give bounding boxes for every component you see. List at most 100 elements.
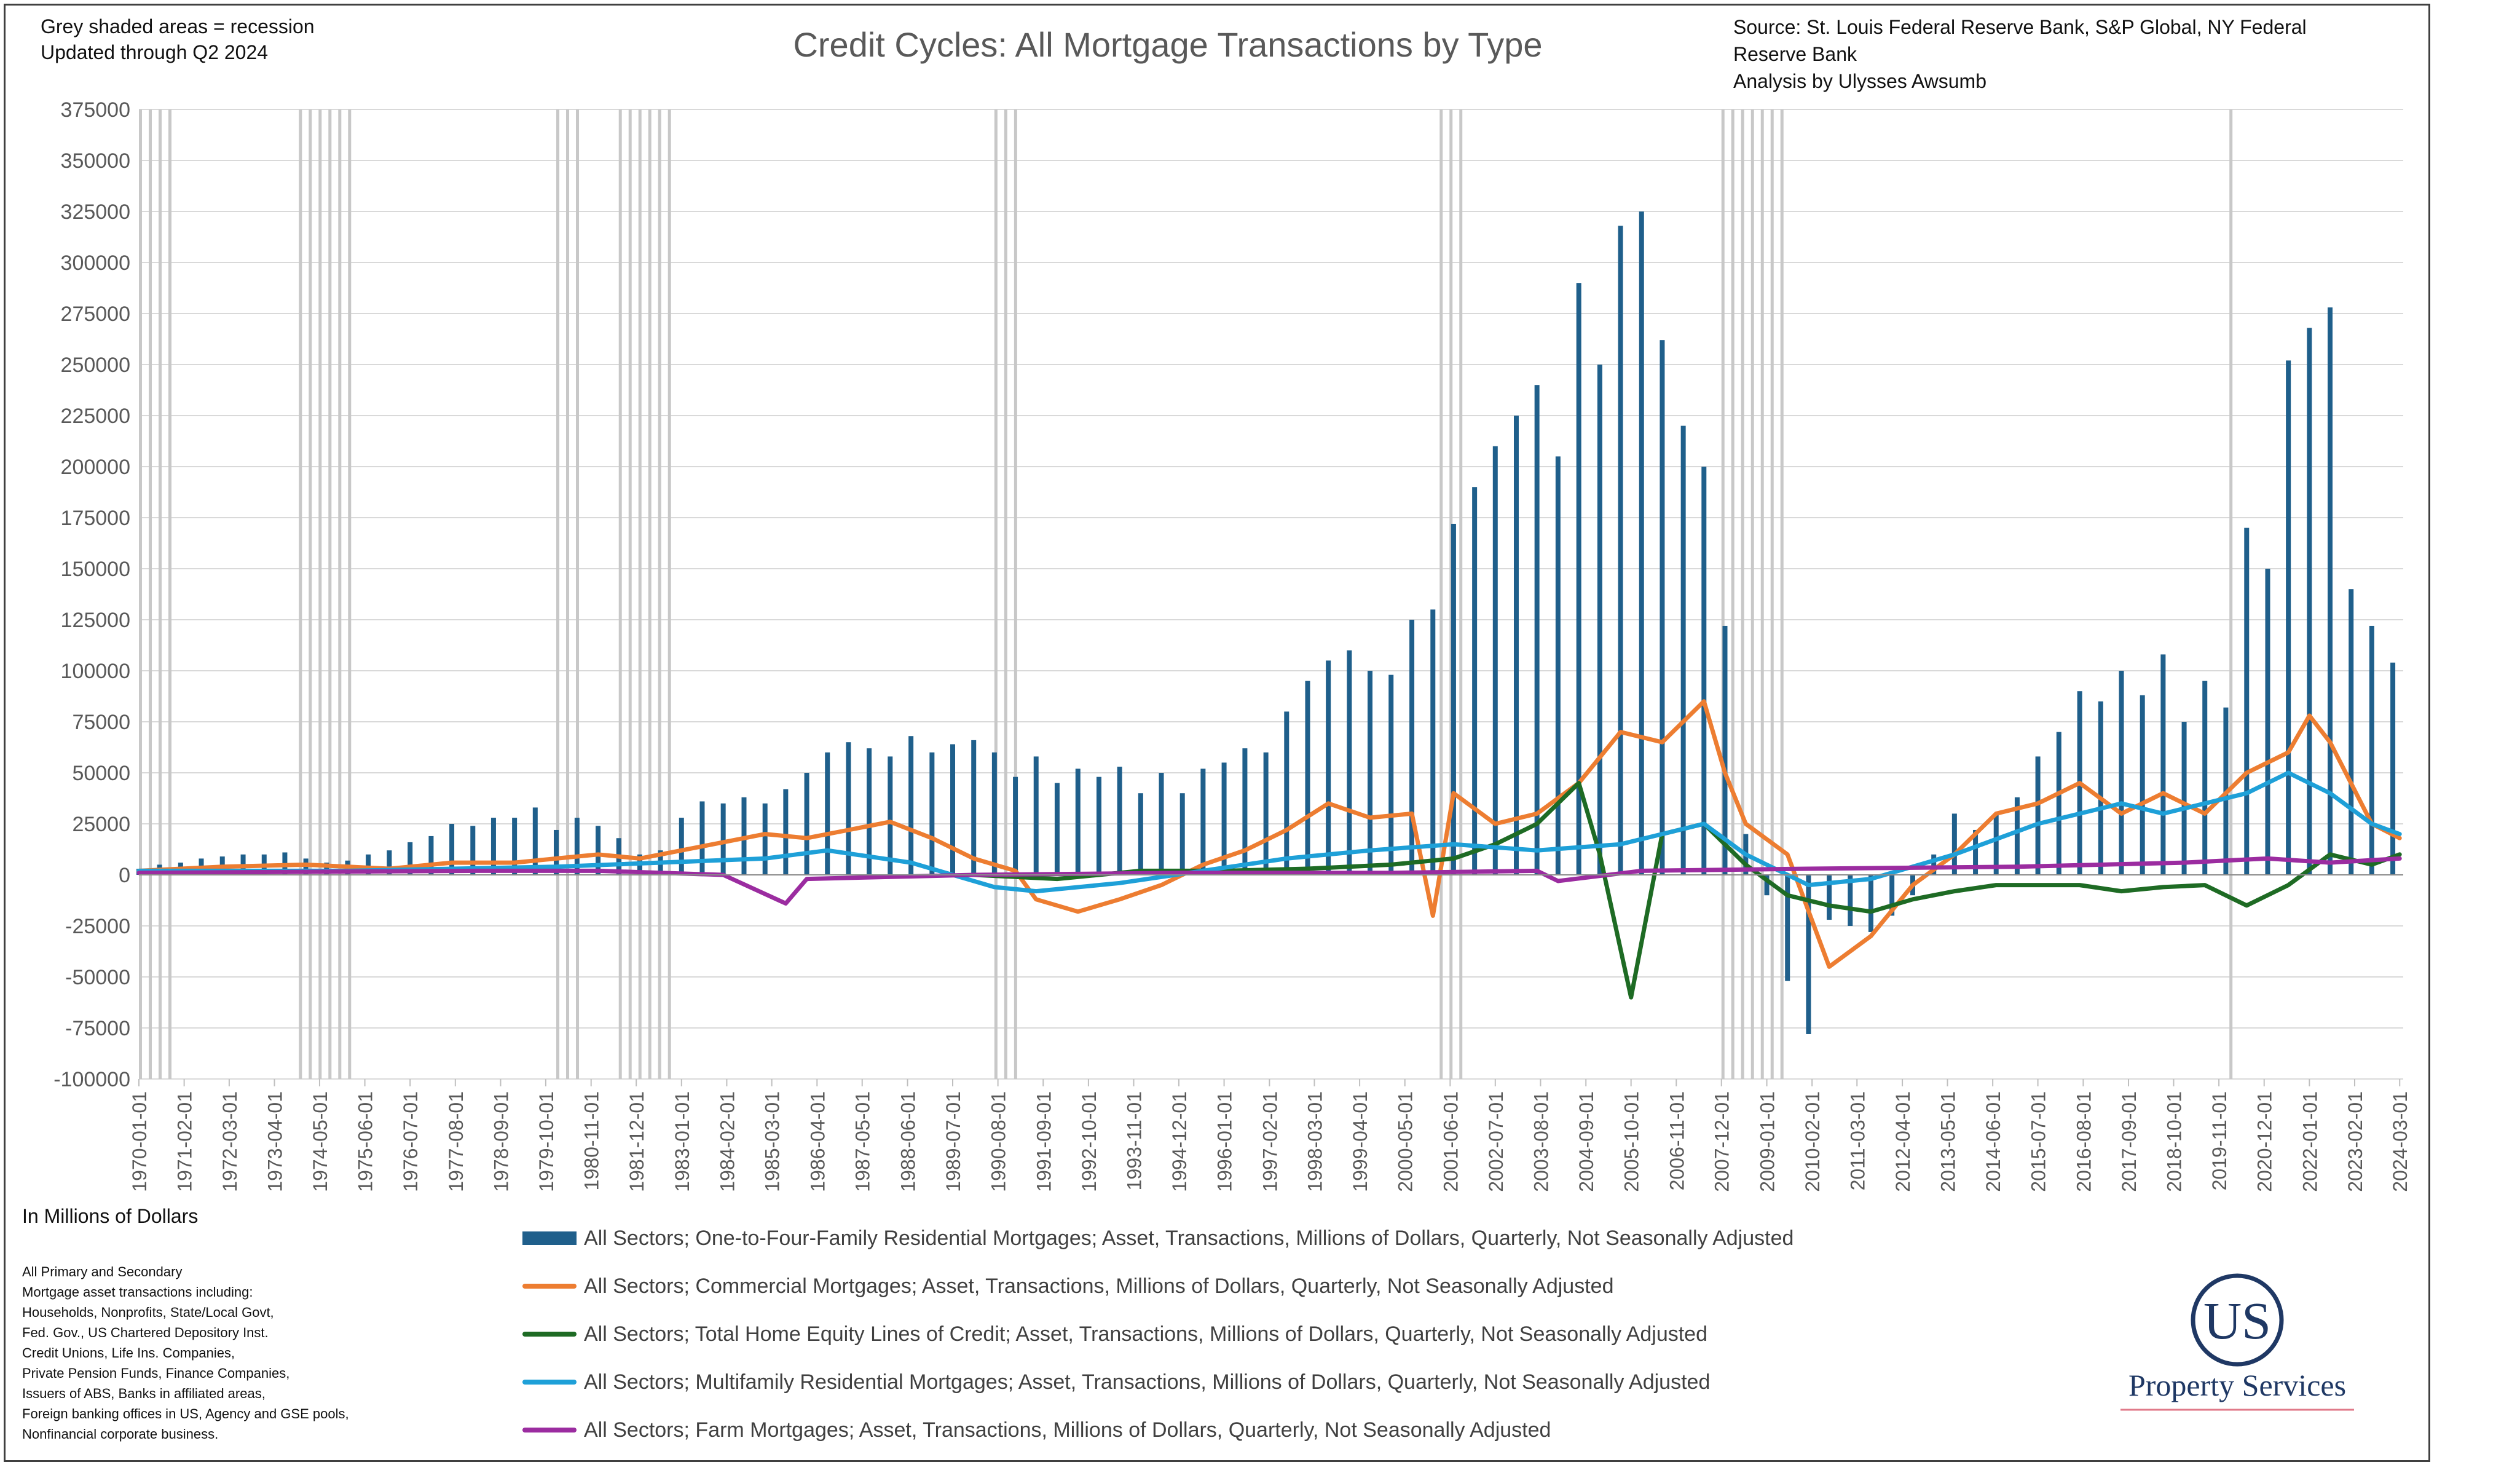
recession-band (2229, 109, 2233, 1079)
x-tick-label: 1981-12-01 (626, 1091, 648, 1192)
description-line: Credit Unions, Life Ins. Companies, (22, 1345, 235, 1361)
x-tick-label: 1971-02-01 (174, 1091, 196, 1192)
bar-one-to-four (1368, 671, 1373, 875)
bar-one-to-four (1764, 875, 1770, 896)
bar-one-to-four (2328, 307, 2333, 875)
logo-name: Property Services (2128, 1368, 2346, 1402)
recession-band (667, 109, 671, 1079)
x-tick-label: 1979-10-01 (535, 1091, 557, 1192)
x-tick-label: 1999-04-01 (1349, 1091, 1371, 1192)
x-tick-label: 2004-09-01 (1575, 1091, 1597, 1192)
bar-one-to-four (1973, 829, 1979, 875)
bar-one-to-four (1054, 783, 1060, 875)
x-tick-label: 1988-06-01 (897, 1091, 919, 1192)
x-tick-label: 1991-09-01 (1033, 1091, 1055, 1192)
bar-one-to-four (1576, 283, 1581, 875)
source-line-1: Source: St. Louis Federal Reserve Bank, … (1733, 16, 2307, 38)
bar-one-to-four (596, 826, 601, 875)
x-tick-label: 1987-05-01 (852, 1091, 874, 1192)
bar-one-to-four (867, 748, 872, 875)
recession-note: Grey shaded areas = recession Updated th… (41, 14, 315, 65)
bar-one-to-four (2119, 671, 2124, 875)
x-tick-label: 2007-12-01 (1711, 1091, 1733, 1192)
x-tick-label: 1994-12-01 (1168, 1091, 1191, 1192)
bar-one-to-four (1597, 365, 1602, 875)
description-line: Mortgage asset transactions including: (22, 1284, 253, 1300)
bar-one-to-four (1534, 385, 1540, 875)
bar-one-to-four (387, 850, 392, 875)
x-tick-label: 1998-03-01 (1304, 1091, 1326, 1192)
y-tick-label: 200000 (61, 456, 130, 479)
recession-band (638, 109, 642, 1079)
recession-band (1731, 109, 1734, 1079)
y-tick-label: 125000 (61, 609, 130, 632)
description-line: Households, Nonprofits, State/Local Govt… (22, 1305, 274, 1320)
x-tick-label: 2002-07-01 (1485, 1091, 1507, 1192)
x-tick-label: 1986-04-01 (806, 1091, 829, 1192)
bar-one-to-four (1200, 769, 1206, 875)
bar-one-to-four (449, 824, 455, 875)
bar-one-to-four (1868, 875, 1873, 932)
bar-one-to-four (1388, 674, 1394, 875)
recession-band (1449, 109, 1453, 1079)
description-line: Nonfinancial corporate business. (22, 1426, 219, 1442)
x-tick-label: 2017-09-01 (2118, 1091, 2140, 1192)
x-tick-label: 1976-07-01 (400, 1091, 422, 1192)
recession-band (658, 109, 661, 1079)
description-line: Fed. Gov., US Chartered Depository Inst. (22, 1325, 269, 1340)
x-tick-label: 2019-11-01 (2208, 1091, 2231, 1190)
bar-one-to-four (1305, 681, 1310, 875)
x-tick-label: 1975-06-01 (355, 1091, 377, 1192)
bar-one-to-four (512, 818, 518, 875)
bar-one-to-four (991, 752, 997, 875)
bar-one-to-four (908, 736, 914, 875)
legend-item-heloc: All Sectors; Total Home Equity Lines of … (522, 1310, 1794, 1358)
bar-one-to-four (1660, 340, 1665, 875)
x-tick-label: 2023-02-01 (2344, 1091, 2366, 1192)
y-tick-label: 100000 (61, 660, 130, 683)
bar-one-to-four (2098, 701, 2103, 875)
bar-one-to-four (2056, 732, 2061, 875)
y-tick-label: 0 (119, 864, 130, 887)
x-tick-label: 2015-07-01 (2028, 1091, 2050, 1192)
legend-label: All Sectors; Total Home Equity Lines of … (584, 1322, 1707, 1346)
legend-swatch-line (522, 1332, 577, 1337)
bar-one-to-four (1889, 875, 1895, 916)
bar-one-to-four (1555, 456, 1561, 875)
bar-one-to-four (679, 818, 684, 875)
bar-one-to-four (825, 752, 830, 875)
source-line-2: Reserve Bank (1733, 43, 1857, 65)
x-tick-label: 1980-11-01 (581, 1091, 603, 1190)
bar-one-to-four (1806, 875, 1811, 1034)
bar-one-to-four (929, 752, 935, 875)
bar-one-to-four (1347, 650, 1352, 875)
y-tick-label: 25000 (72, 813, 130, 836)
legend-label: All Sectors; Farm Mortgages; Asset, Tran… (584, 1418, 1551, 1442)
x-tick-label: 1983-01-01 (671, 1091, 693, 1192)
x-tick-label: 2024-03-01 (2389, 1091, 2411, 1192)
bar-one-to-four (1138, 793, 1143, 875)
y-tick-label: 50000 (72, 762, 130, 785)
chart-plot: 3750003500003250003000002750002500002250… (53, 98, 2411, 1192)
recession-band (1459, 109, 1463, 1079)
bar-one-to-four (408, 842, 413, 875)
bar-one-to-four (1993, 813, 1999, 875)
legend-swatch-bar (522, 1231, 577, 1245)
recession-band (618, 109, 622, 1079)
bar-one-to-four (1117, 767, 1122, 875)
bar-one-to-four (1013, 776, 1018, 875)
bar-one-to-four (2035, 756, 2041, 875)
updated-note-line: Updated through Q2 2024 (41, 41, 269, 63)
recession-band (1004, 109, 1007, 1079)
source-line-3: Analysis by Ulysses Awsumb (1733, 70, 1986, 92)
description-line: Foreign banking offices in US, Agency an… (22, 1406, 349, 1421)
bar-one-to-four (1075, 769, 1081, 875)
bar-one-to-four (1492, 446, 1498, 875)
recession-band (576, 109, 580, 1079)
recession-band (299, 109, 302, 1079)
bar-one-to-four (1827, 875, 1832, 920)
bar-one-to-four (1242, 748, 1248, 875)
recession-band (149, 109, 152, 1079)
x-tick-label: 2013-05-01 (1937, 1091, 1959, 1192)
x-tick-label: 2016-08-01 (2073, 1091, 2095, 1192)
